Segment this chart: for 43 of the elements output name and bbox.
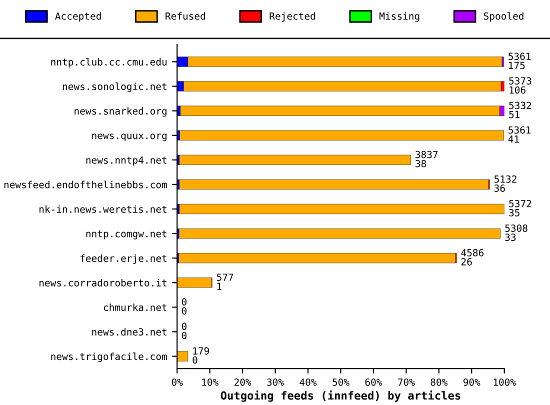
annotation: 5361 41 (508, 126, 531, 143)
y-tick-label: nntp.club.cc.cmu.edu (51, 58, 167, 68)
y-tick-label: news.quux.org (92, 134, 166, 142)
legend-label: Refused (166, 12, 205, 20)
annotation: 0 0 (182, 322, 186, 340)
x-tick-label: 100% (494, 378, 516, 386)
x-tick-label: 60% (365, 378, 382, 386)
y-tick-label: news.snarked.org (74, 107, 166, 117)
annotation: 5373 106 (509, 77, 532, 94)
y-tick-label: news.corradoroberto.it (40, 278, 166, 286)
y-tick-label: newsfeed.endofthelinebbs.com (4, 180, 167, 188)
x-tick-label: 0% (172, 378, 183, 386)
annotation: 0 0 (182, 298, 186, 315)
y-tick-label: chmurka.net (104, 304, 166, 312)
x-axis-title: Outgoing feeds (innfeed) by articles (220, 390, 460, 402)
annotation: 577 1 (216, 274, 234, 290)
x-tick-label: 20% (234, 378, 252, 386)
y-tick-label: feeder.erje.net (80, 254, 166, 264)
y-tick-label: nntp.comgw.net (86, 230, 166, 240)
x-tick-label: 50% (332, 378, 350, 386)
annotation: 4586 26 (461, 249, 484, 266)
y-tick-label: news.sonologic.net (62, 82, 166, 92)
annotation: 5332 51 (509, 102, 532, 118)
x-tick-label: 80% (430, 378, 448, 386)
x-tick-label: 70% (398, 378, 415, 386)
x-tick-label: 30% (267, 378, 284, 386)
legend-label: Spooled (484, 12, 524, 22)
legend-label: Rejected (270, 12, 316, 22)
annotation: 5132 36 (494, 175, 516, 192)
y-tick-label: news.dne3.net (92, 328, 166, 336)
annotation: 3837 38 (416, 150, 438, 168)
x-tick-label: 90% (463, 378, 480, 386)
x-tick-label: 10% (202, 378, 218, 386)
y-tick-label: news.nntp4.net (86, 156, 166, 166)
annotation: 179 0 (192, 347, 209, 364)
x-tick-label: 40% (300, 378, 317, 386)
y-tick-label: news.trigofacile.com (51, 352, 167, 362)
y-tick-label: nk-in.news.weretis.net (40, 205, 166, 213)
annotation: 5308 33 (505, 224, 528, 241)
legend-label: Accepted (55, 12, 101, 22)
annotation: 5361 175 (508, 52, 531, 70)
annotation: 5372 35 (509, 200, 532, 216)
legend-label: Missing (380, 12, 420, 22)
